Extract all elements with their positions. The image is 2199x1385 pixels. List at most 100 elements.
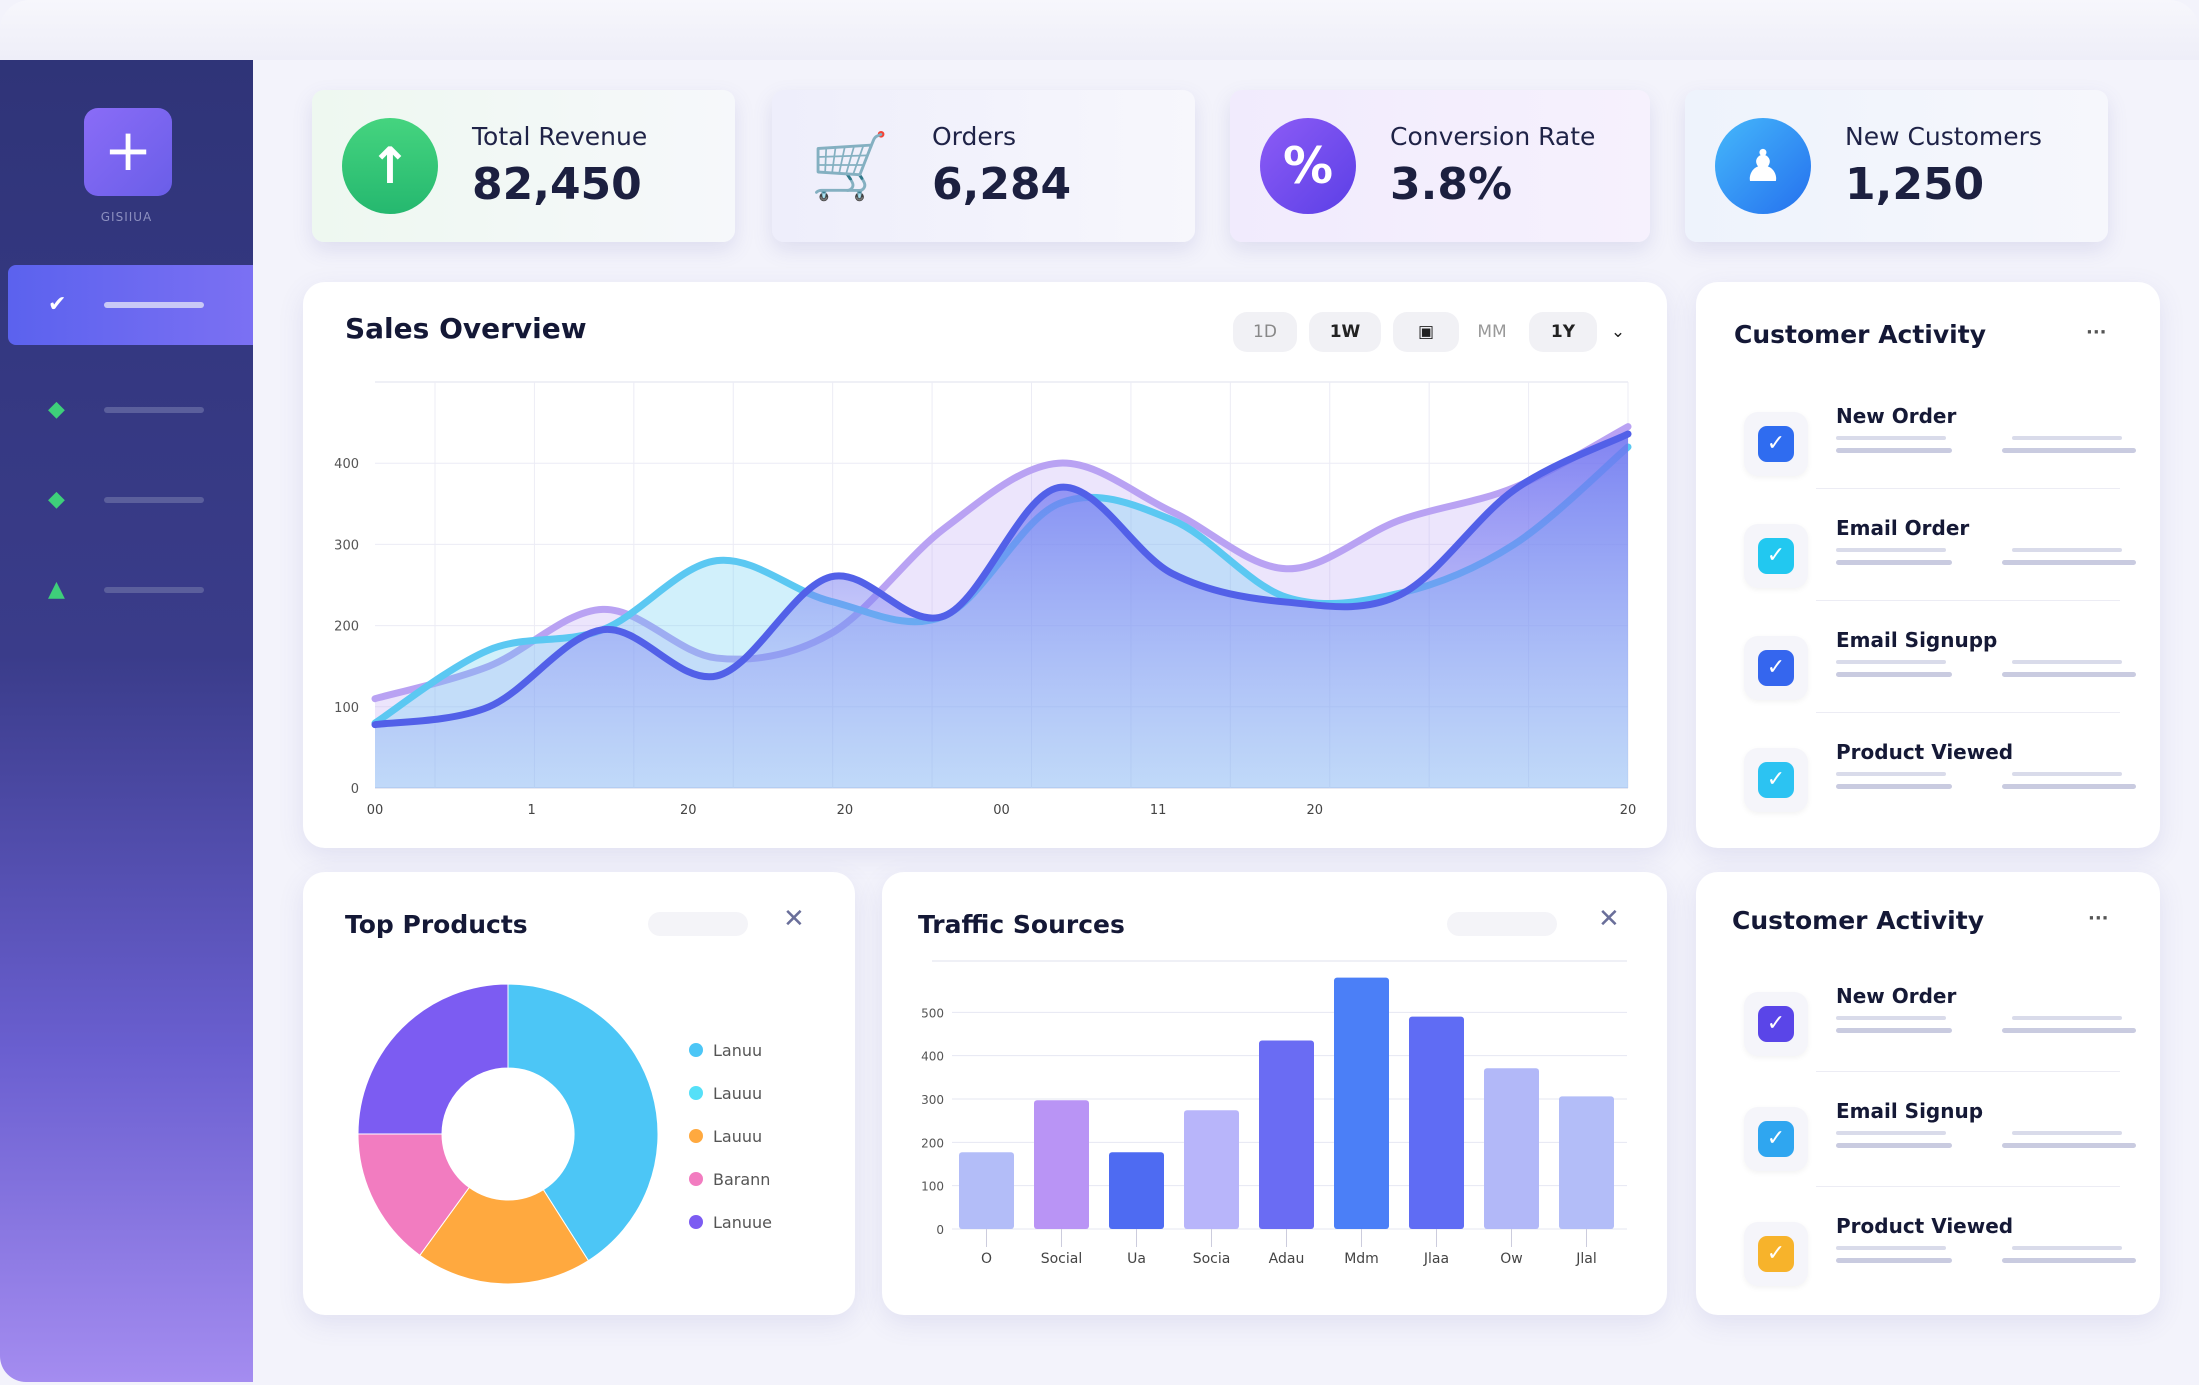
range-1y-button[interactable]: 1Y: [1529, 312, 1597, 352]
activity-icon-wrap: ✓: [1744, 1222, 1808, 1286]
customer-activity-panel-2: Customer Activity ··· ✓ New Order ✓ Emai…: [1696, 872, 2160, 1315]
sidebar-item-label: [104, 497, 204, 503]
activity-time: [2012, 660, 2122, 664]
activity-time: [2012, 1016, 2122, 1020]
filter-toggle[interactable]: [1447, 912, 1557, 936]
panel-title: Traffic Sources: [918, 910, 1125, 939]
range-calendar-button[interactable]: ▣: [1393, 312, 1459, 352]
kpi-label: Total Revenue: [472, 122, 648, 151]
kpi-total-revenue: ↑ Total Revenue 82,450: [312, 90, 735, 242]
divider: [1816, 712, 2120, 713]
close-icon[interactable]: ✕: [783, 904, 805, 934]
activity-icon-wrap: ✓: [1744, 636, 1808, 700]
activity-title: Email Signup: [1836, 1099, 1984, 1123]
divider: [1816, 600, 2120, 601]
y-tick-label: 100: [921, 1180, 944, 1194]
series-area: [375, 433, 1628, 788]
plus-icon: +: [103, 116, 153, 184]
bar: [1034, 1100, 1089, 1229]
bag-icon: ✓: [1758, 1006, 1794, 1042]
data-point: [943, 526, 947, 530]
activity-item[interactable]: ✓ Email Order: [1744, 516, 2136, 628]
kpi-value: 82,450: [472, 159, 642, 210]
sidebar-item-4[interactable]: ▲: [8, 550, 253, 630]
bird-icon: ✔: [48, 292, 67, 317]
range-1d-button[interactable]: 1D: [1233, 312, 1297, 352]
sidebar-item-dashboard[interactable]: ✔: [8, 265, 253, 345]
percent-icon: %: [1260, 118, 1356, 214]
y-tick-label: 200: [334, 620, 359, 635]
sidebar-item-2[interactable]: ◆: [8, 370, 253, 450]
bar: [1484, 1068, 1539, 1229]
data-point: [373, 697, 377, 701]
range-mm-button[interactable]: MM: [1477, 322, 1507, 342]
top-products-chart: Lanuu Lauuu Lauuu Barann Lanuue: [357, 983, 772, 1285]
activity-title: Email Order: [1836, 516, 1970, 540]
chevron-down-icon[interactable]: ⌄: [1610, 322, 1626, 342]
filter-toggle[interactable]: [648, 912, 748, 936]
activity-icon-wrap: ✓: [1744, 748, 1808, 812]
star-icon: ✓: [1758, 1236, 1794, 1272]
y-tick-label: 500: [921, 1006, 944, 1020]
data-point: [1626, 432, 1630, 436]
panel-title: Customer Activity: [1734, 320, 1986, 349]
series-line: [371, 430, 1632, 729]
sales-overview-panel: Sales Overview 1D 1W ▣ MM 1Y ⌄ 0 100 200 30…: [303, 282, 1667, 848]
data-point: [943, 614, 947, 618]
add-button[interactable]: +: [84, 108, 172, 196]
tag-icon: ▲: [48, 577, 65, 602]
tag-icon: ◆: [48, 397, 65, 422]
activity-time: [2012, 436, 2122, 440]
y-tick-label: 300: [334, 538, 359, 553]
activity-time: [2002, 672, 2136, 677]
x-tick-label: 20: [1306, 803, 1323, 818]
kpi-new-customers: ♟ New Customers 1,250: [1685, 90, 2108, 242]
bar: [959, 1152, 1014, 1229]
data-point: [1170, 518, 1174, 522]
arrow-up-icon: ↑: [342, 118, 438, 214]
data-point: [1056, 461, 1060, 465]
y-tick-label: 300: [921, 1093, 944, 1107]
legend-swatch: [689, 1172, 703, 1186]
y-tick-label: 0: [936, 1223, 944, 1237]
activity-item[interactable]: ✓ Email Signup: [1744, 1099, 2136, 1211]
divider: [1816, 1071, 2120, 1072]
traffic-sources-chart: 0 100 200 300 400 500 O Social Ua Socia Adau Mdm Jla…: [921, 960, 1627, 1267]
customer-activity-panel: Customer Activity ··· ✓ New Order ✓ Emai…: [1696, 282, 2160, 848]
activity-time: [2002, 448, 2136, 453]
activity-icon-wrap: ✓: [1744, 1107, 1808, 1171]
legend-swatch: [689, 1129, 703, 1143]
activity-item[interactable]: ✓ New Order: [1744, 984, 2136, 1096]
bag-icon: ✓: [1758, 426, 1794, 462]
data-point: [487, 648, 491, 652]
kpi-conversion-rate: % Conversion Rate 3.8%: [1230, 90, 1650, 242]
activity-detail: [1836, 1028, 1952, 1033]
x-tick-label: Social: [1041, 1251, 1083, 1267]
pie-slice: [357, 983, 509, 1135]
bar: [1559, 1096, 1614, 1229]
range-1w-button[interactable]: 1W: [1309, 312, 1381, 352]
activity-detail: [1836, 1131, 1946, 1135]
activity-time: [2002, 1258, 2136, 1263]
sidebar: + GISIIUA ✔ ◆ ◆ ▲: [0, 60, 253, 1382]
x-tick-label: Jlaa: [1423, 1251, 1449, 1267]
pie-slice: [507, 983, 659, 1262]
series-line: [371, 423, 1632, 703]
cart-icon: 🛒: [810, 129, 890, 204]
sidebar-item-3[interactable]: ◆: [8, 460, 253, 540]
panel-title: Customer Activity: [1732, 906, 1984, 935]
activity-title: New Order: [1836, 984, 1957, 1008]
activity-item[interactable]: ✓ Product Viewed: [1744, 1214, 2136, 1326]
activity-title: Email Signupp: [1836, 628, 1998, 652]
activity-item[interactable]: ✓ Email Signupp: [1744, 628, 2136, 740]
bar: [1334, 977, 1389, 1229]
activity-item[interactable]: ✓ Product Viewed: [1744, 740, 2136, 852]
more-icon[interactable]: ···: [2086, 322, 2107, 343]
activity-item[interactable]: ✓ New Order: [1744, 404, 2136, 516]
x-tick-label: Adau: [1269, 1251, 1305, 1267]
close-icon[interactable]: ✕: [1598, 904, 1620, 934]
divider: [1816, 488, 2120, 489]
activity-time: [2002, 784, 2136, 789]
more-icon[interactable]: ···: [2088, 908, 2109, 929]
bar: [1109, 1152, 1164, 1229]
